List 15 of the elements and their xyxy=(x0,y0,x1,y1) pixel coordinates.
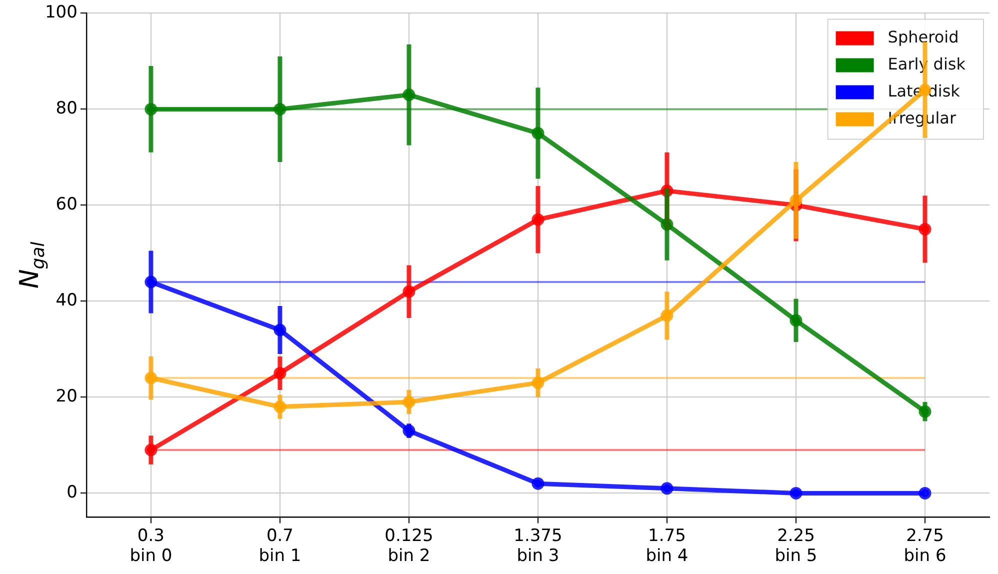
legend-label: Spheroid xyxy=(888,27,959,46)
x-tick-label: 1.375 bin 3 xyxy=(514,526,562,566)
y-tick-label: 40 xyxy=(56,290,78,311)
x-tick-label: 0.125 bin 2 xyxy=(384,526,434,566)
y-axis-title: Ngal xyxy=(15,242,49,289)
y-tick-label: 60 xyxy=(56,194,78,215)
x-tick-label: 0.3 bin 0 xyxy=(130,526,172,566)
x-tick-label: 0.7 bin 1 xyxy=(258,526,302,566)
y-tick-label: 20 xyxy=(56,386,78,407)
y-tick-label: 100 xyxy=(44,2,78,23)
y-tick-label: 80 xyxy=(56,98,78,119)
x-tick-label: 2.25 bin 5 xyxy=(774,526,818,566)
y-tick-label: 0 xyxy=(66,482,78,503)
x-tick-label: 1.75 bin 4 xyxy=(646,526,688,566)
x-tick-label: 2.75 bin 6 xyxy=(904,526,946,566)
